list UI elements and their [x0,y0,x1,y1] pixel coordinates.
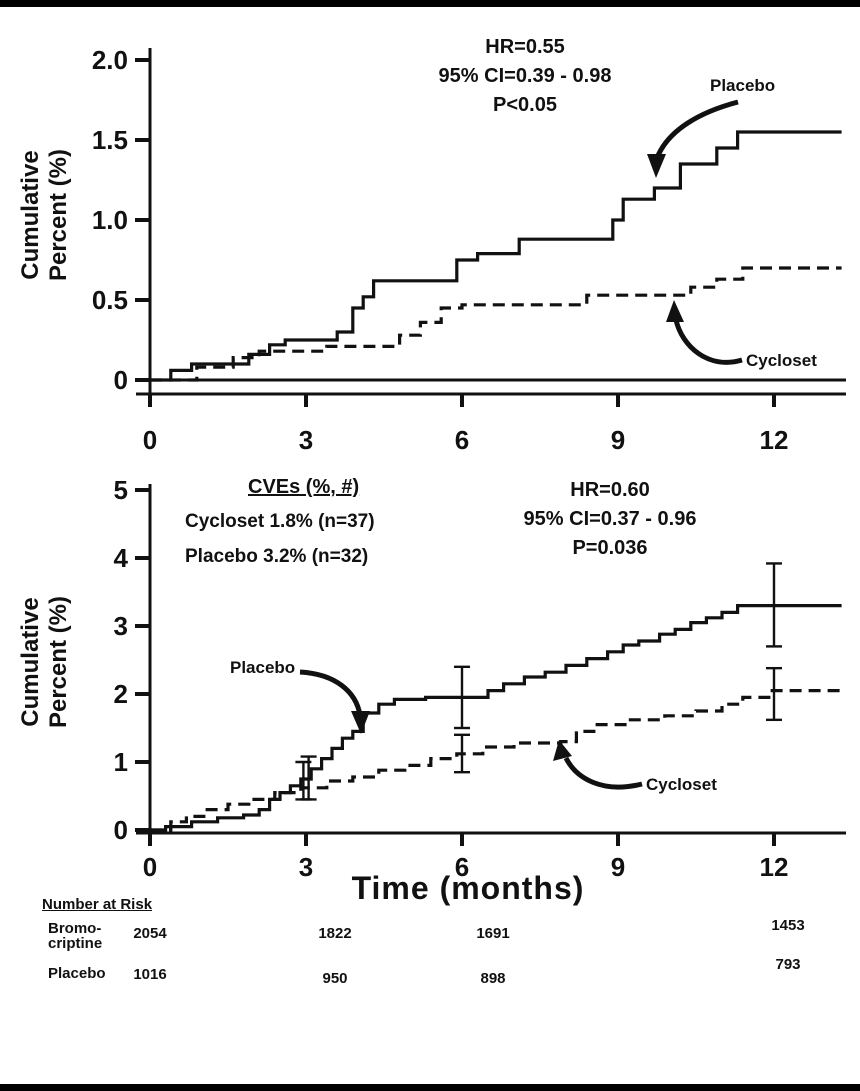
top-chart-stats: HR=0.55 95% CI=0.39 - 0.98 P<0.05 [385,33,665,120]
risk-label-line: Placebo [48,965,106,982]
placebo-series-label-top: Placebo [710,76,776,95]
ylabel-line1: Cumulative [17,150,44,280]
risk-value: 950 [322,970,348,987]
risk-value: 2054 [133,925,167,942]
svg-text:2: 2 [114,679,128,709]
risk-value: 793 [775,956,801,973]
placebo-arrowhead-icon [351,711,370,734]
risk-value: 1016 [133,966,167,983]
svg-text:12: 12 [760,852,789,882]
cve-legend-title: CVEs (%, #) [248,476,360,498]
svg-text:3: 3 [114,611,128,641]
placebo-arrow-icon [654,99,739,159]
placebo-arrowhead-icon [647,154,666,178]
ci-stat: 95% CI=0.37 - 0.96 [523,508,697,530]
svg-text:1.0: 1.0 [92,205,128,235]
cycloset-arrow-icon [563,756,643,790]
cycloset-series-label-bottom: Cycloset [646,775,717,794]
hr-stat: HR=0.55 [485,36,565,58]
svg-text:9: 9 [611,425,625,455]
svg-text:5: 5 [114,475,128,505]
svg-text:2.0: 2.0 [92,45,128,75]
top-border [0,0,860,7]
risk-label-line: criptine [48,935,103,952]
hr-stat: HR=0.60 [570,479,650,501]
svg-text:4: 4 [114,543,129,573]
cycloset-arrow-icon [673,319,743,365]
bottom-border [0,1084,860,1091]
bottom-chart-stats: HR=0.60 95% CI=0.37 - 0.96 P=0.036 [470,476,750,563]
svg-text:0: 0 [143,852,157,882]
ylabel-line2: Percent (%) [45,595,72,729]
svg-text:3: 3 [299,425,313,455]
p-stat: P=0.036 [572,537,648,559]
risk-row-label-placebo: Placebo [48,966,106,981]
risk-value: 1453 [771,917,805,934]
svg-text:1.5: 1.5 [92,125,128,155]
top-chart-ylabel: Cumulative Percent (%) [17,50,75,380]
risk-table-title: Number at Risk [42,896,153,913]
risk-value: 1691 [476,925,510,942]
cycloset-arrowhead-icon [666,300,684,322]
risk-value: 1822 [318,925,352,942]
svg-text:0.5: 0.5 [92,285,128,315]
risk-row-label-bromocriptine: Bromo- criptine [48,921,102,951]
ylabel-line2: Percent (%) [45,148,72,282]
p-stat: P<0.05 [493,94,557,116]
cve-legend-placebo: Placebo 3.2% (n=32) [185,546,369,567]
cycloset-series-label-top: Cycloset [746,351,817,370]
ylabel-line1: Cumulative [17,597,44,727]
svg-text:0: 0 [114,365,128,395]
bottom-chart-ylabel: Cumulative Percent (%) [17,497,75,827]
top-chart-plot: 0 0.5 1.0 1.5 2.0 0 3 6 9 12 [92,45,846,455]
risk-value: 898 [480,970,506,987]
cve-legend-cycloset: Cycloset 1.8% (n=37) [185,511,375,532]
svg-text:12: 12 [760,425,789,455]
ci-stat: 95% CI=0.39 - 0.98 [438,65,612,87]
svg-text:1: 1 [114,747,128,777]
svg-text:6: 6 [455,852,469,882]
svg-text:3: 3 [299,852,313,882]
placebo-series-label-bottom: Placebo [230,658,296,677]
x-axis-title: Time (months) [351,870,585,906]
svg-text:0: 0 [143,425,157,455]
svg-text:9: 9 [611,852,625,882]
svg-text:6: 6 [455,425,469,455]
cycloset-arrowhead-icon [553,740,572,761]
svg-text:0: 0 [114,815,128,845]
placebo-arrow-icon [299,669,363,716]
risk-label-line: Bromo- [48,920,102,937]
